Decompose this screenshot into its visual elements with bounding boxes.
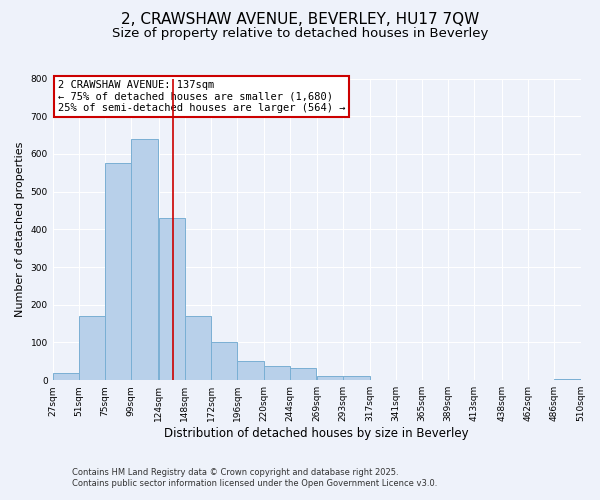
Bar: [211, 342, 238, 380]
Bar: [263, 366, 290, 380]
Bar: [290, 368, 316, 380]
Text: 2, CRAWSHAW AVENUE, BEVERLEY, HU17 7QW: 2, CRAWSHAW AVENUE, BEVERLEY, HU17 7QW: [121, 12, 479, 28]
Y-axis label: Number of detached properties: Number of detached properties: [15, 142, 25, 317]
Bar: [131, 139, 158, 380]
Bar: [343, 376, 370, 380]
Text: Size of property relative to detached houses in Beverley: Size of property relative to detached ho…: [112, 28, 488, 40]
Bar: [185, 316, 211, 380]
X-axis label: Distribution of detached houses by size in Beverley: Distribution of detached houses by size …: [164, 427, 469, 440]
Bar: [317, 376, 343, 380]
Bar: [79, 316, 105, 380]
Bar: [238, 360, 263, 380]
Bar: [158, 218, 185, 380]
Text: 2 CRAWSHAW AVENUE: 137sqm
← 75% of detached houses are smaller (1,680)
25% of se: 2 CRAWSHAW AVENUE: 137sqm ← 75% of detac…: [58, 80, 346, 113]
Bar: [53, 372, 79, 380]
Bar: [105, 164, 131, 380]
Text: Contains HM Land Registry data © Crown copyright and database right 2025.
Contai: Contains HM Land Registry data © Crown c…: [72, 468, 437, 487]
